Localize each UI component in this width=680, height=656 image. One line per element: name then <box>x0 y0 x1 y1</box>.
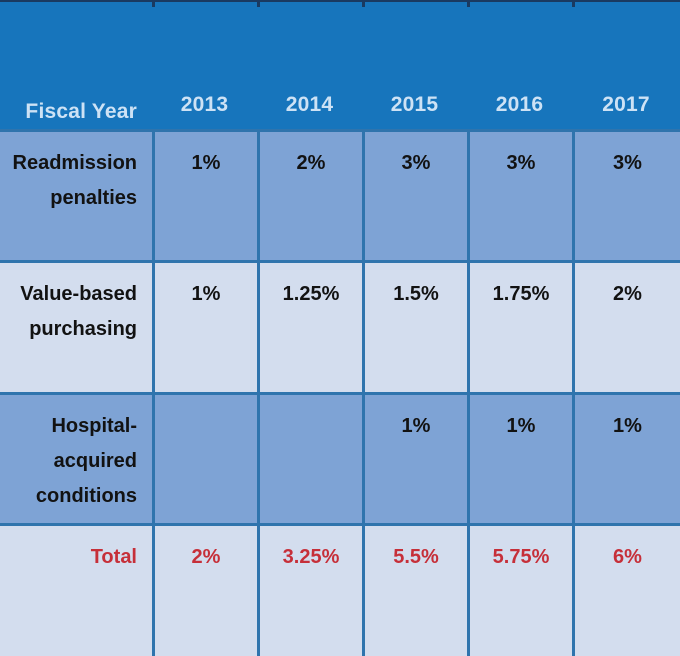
data-cell: 1% <box>152 263 257 392</box>
data-cell: 2% <box>572 263 680 392</box>
header-fiscal-year-label: Fiscal Year <box>25 100 137 123</box>
data-cell-empty <box>257 395 362 523</box>
table-row-value-based-purchasing: Value-based purchasing 1% 1.25% 1.5% 1.7… <box>0 260 680 392</box>
header-year-2014: 2014 <box>285 93 334 116</box>
data-cell: 1.75% <box>467 263 572 392</box>
column-tick-mark <box>152 0 155 7</box>
total-data-cell: 2% <box>152 526 257 656</box>
row-label: Hospital-acquired conditions <box>35 415 137 507</box>
table-row-total: Total 2% 3.25% 5.5% 5.75% 6% <box>0 523 680 656</box>
header-year-2016: 2016 <box>495 93 544 116</box>
table-row-hospital-acquired-conditions: Hospital-acquired conditions 1% 1% 1% <box>0 392 680 523</box>
total-row-label: Total <box>90 546 137 568</box>
data-cell: 3% <box>467 132 572 260</box>
data-cell: 1% <box>362 395 467 523</box>
column-tick-mark <box>257 0 260 7</box>
data-cell: 1% <box>572 395 680 523</box>
data-cell: 3% <box>362 132 467 260</box>
data-cell: 1% <box>152 132 257 260</box>
data-cell: 2% <box>257 132 362 260</box>
column-tick-mark <box>467 0 470 7</box>
total-data-cell: 5.5% <box>362 526 467 656</box>
column-tick-mark <box>572 0 575 7</box>
table-row-readmission-penalties: Readmission penalties 1% 2% 3% 3% 3% <box>0 129 680 260</box>
data-cell: 1.5% <box>362 263 467 392</box>
table-header-row: Fiscal Year 2013 2014 2015 2016 2017 <box>0 0 680 129</box>
data-cell: 3% <box>572 132 680 260</box>
row-label: Value-based purchasing <box>20 283 137 340</box>
header-year-2015: 2015 <box>390 93 439 116</box>
total-data-cell: 3.25% <box>257 526 362 656</box>
row-label: Readmission penalties <box>12 152 137 209</box>
header-year-2013: 2013 <box>180 93 229 116</box>
column-tick-mark <box>362 0 365 7</box>
data-cell-empty <box>152 395 257 523</box>
data-cell: 1.25% <box>257 263 362 392</box>
header-year-2017: 2017 <box>602 93 650 116</box>
data-cell: 1% <box>467 395 572 523</box>
total-data-cell: 5.75% <box>467 526 572 656</box>
total-data-cell: 6% <box>572 526 680 656</box>
top-border-line <box>0 0 680 2</box>
